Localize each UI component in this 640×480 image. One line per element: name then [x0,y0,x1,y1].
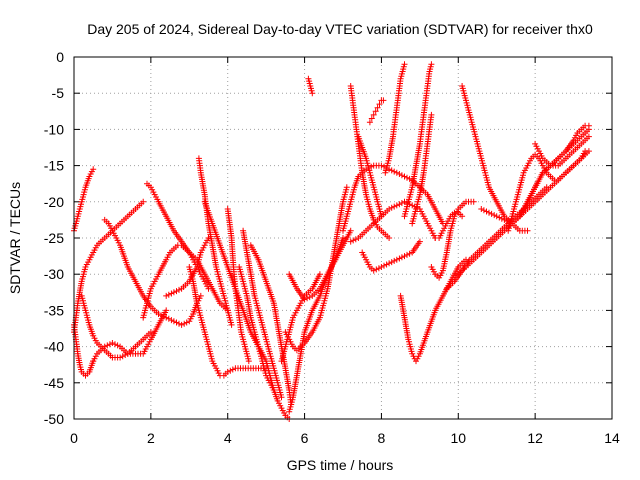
data-series-6 [101,216,204,328]
x-tick-label: 12 [527,430,543,446]
data-series-18 [282,184,350,354]
y-tick-label: -50 [44,411,64,427]
data-markers [355,133,385,220]
data-markers [186,264,270,379]
data-series-33 [432,209,466,241]
data-series-32 [428,198,477,281]
data-series-5 [78,292,154,361]
data-series-26 [347,198,439,245]
data-markers [305,75,316,97]
data-series-38 [505,148,592,234]
data-markers [163,235,212,299]
data-markers [71,166,97,234]
data-markers [201,198,293,422]
x-tick-label: 4 [224,430,232,446]
data-markers [347,198,439,245]
x-tick-label: 8 [378,430,386,446]
data-markers [532,133,592,169]
data-markers [224,206,252,365]
y-tick-label: 0 [56,49,64,65]
y-tick-label: -5 [52,85,65,101]
y-tick-label: -10 [44,121,64,137]
data-markers [236,264,277,393]
data-series-24 [355,133,385,220]
data-series-29 [401,61,435,220]
data-series-8 [144,180,231,314]
data-markers [366,97,387,126]
data-markers [359,238,423,274]
data-series-1 [71,166,97,234]
data-markers [516,122,592,220]
data-markers [286,227,354,303]
data-markers [101,216,204,328]
data-markers [78,292,154,361]
data-series-16 [201,198,293,422]
data-series-31 [397,256,469,365]
data-series-25 [366,97,387,126]
data-series-21 [305,75,316,97]
data-series-12 [224,206,252,365]
data-markers [505,148,592,234]
data-series-13 [236,264,277,393]
y-tick-label: -15 [44,158,64,174]
data-series-22 [347,83,393,241]
x-tick-label: 6 [301,430,309,446]
x-tick-label: 14 [604,430,620,446]
data-markers [282,184,350,354]
data-series-3 [90,307,170,365]
data-markers [195,155,235,328]
y-tick-label: -30 [44,266,64,282]
data-series-27 [359,238,423,274]
data-series-14 [240,227,285,401]
data-markers [144,180,231,314]
data-markers [90,307,170,365]
x-tick-label: 2 [147,430,155,446]
data-markers [340,162,446,234]
plot-frame [73,56,613,420]
data-markers [409,111,435,227]
tick-labels: 0 2 4 6 8 10 12 14 0 -5 -10 -15 -20 -25 -30 -35 -40 -45 -5… [44,49,620,446]
y-tick-label: -45 [44,375,64,391]
y-tick-label: -35 [44,302,64,318]
data-series-39 [516,122,592,220]
data-series-30 [409,111,435,227]
data-series-4 [71,198,147,336]
data-series-20 [286,227,354,303]
x-tick-label: 10 [450,430,466,446]
x-tick-label: 0 [70,430,78,446]
y-tick-label: -20 [44,194,64,210]
data-markers [432,209,466,241]
data-markers [401,61,435,220]
data-markers [347,83,393,241]
x-axis-label: GPS time / hours [287,457,394,473]
data-markers [397,256,469,365]
data-series-40 [532,133,592,169]
chart-title: Day 205 of 2024, Sidereal Day-to-day VTE… [87,21,593,37]
data-series-28 [382,61,408,176]
data-markers [71,198,147,336]
y-axis-label: SDTVAR / TECUs [7,182,23,294]
data-series-9 [163,235,212,299]
y-tick-label: -25 [44,230,64,246]
data-series-23 [340,162,446,234]
data-series-10 [195,155,235,328]
data-markers [428,198,477,281]
data-series [71,61,592,422]
y-tick-label: -40 [44,339,64,355]
data-markers [240,227,285,401]
data-series-11 [186,264,270,379]
data-markers [382,61,408,176]
